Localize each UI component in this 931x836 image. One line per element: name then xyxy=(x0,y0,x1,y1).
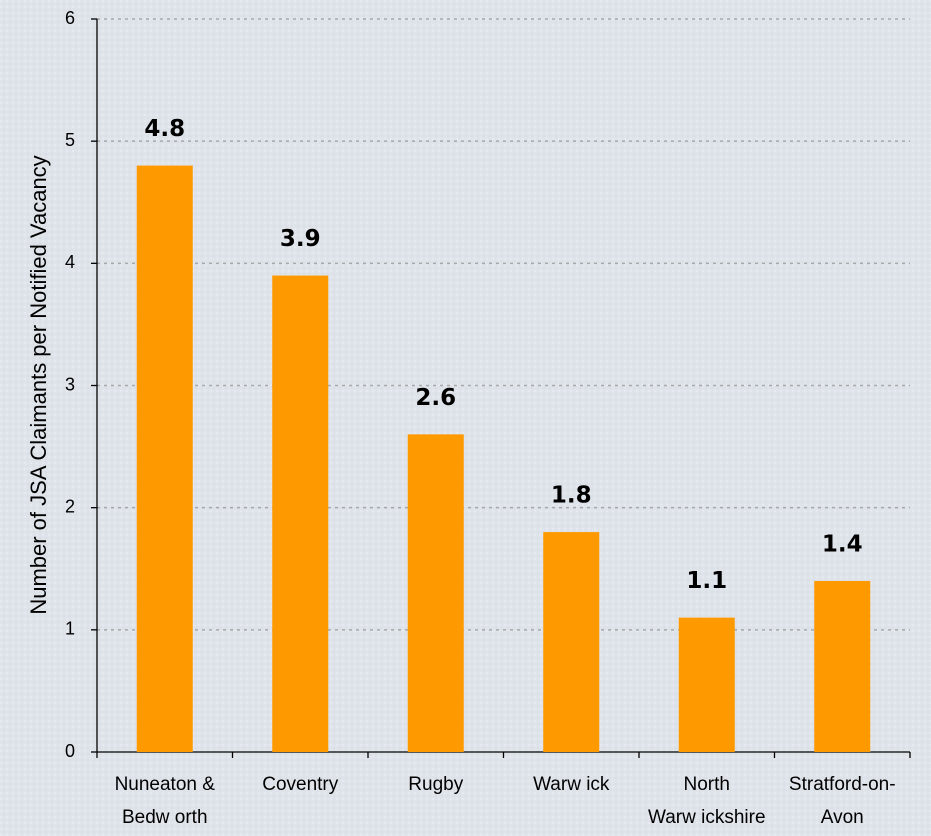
bar xyxy=(543,532,600,752)
x-tick-label: Coventry xyxy=(262,774,339,795)
y-tick-label: 5 xyxy=(65,130,75,150)
y-tick-label: 4 xyxy=(65,252,75,272)
x-tick-label: Nuneaton & Bedw orth xyxy=(115,774,216,828)
y-tick-label: 1 xyxy=(65,619,75,639)
y-tick-label: 6 xyxy=(65,8,75,28)
bar xyxy=(136,165,193,753)
x-tick-label: Warw ick xyxy=(533,774,610,795)
y-tick-label: 0 xyxy=(65,741,75,761)
bar xyxy=(407,434,464,752)
bar xyxy=(814,580,871,752)
data-label: 1.8 xyxy=(551,483,592,509)
bar xyxy=(678,617,735,752)
y-tick-label: 3 xyxy=(65,374,75,394)
data-label: 3.9 xyxy=(280,226,321,252)
x-tick-label: Rugby xyxy=(408,774,463,795)
bar xyxy=(272,275,329,752)
y-tick-label: 2 xyxy=(65,496,75,516)
x-tick-label: Stratford-on-Avon xyxy=(789,774,896,828)
y-axis-label: Number of JSA Claimants per Notified Vac… xyxy=(26,155,51,614)
x-tick-label: North Warw ickshire xyxy=(648,774,766,828)
data-label: 4.8 xyxy=(144,116,185,142)
data-label: 1.1 xyxy=(686,568,727,594)
data-label: 2.6 xyxy=(415,385,456,411)
data-label: 1.4 xyxy=(822,531,863,557)
